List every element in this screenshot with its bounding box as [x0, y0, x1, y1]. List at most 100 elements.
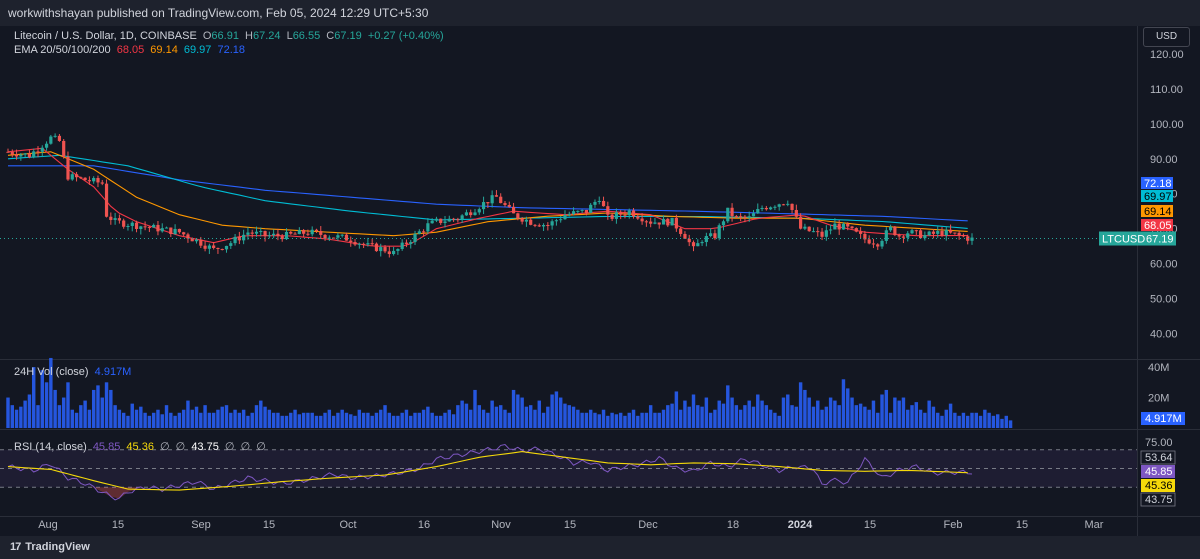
- trading-chart[interactable]: 120.00110.00100.0090.0080.0070.0060.0050…: [0, 26, 1200, 536]
- volume-label[interactable]: 24H Vol (close): [14, 366, 89, 378]
- candle-body: [426, 223, 430, 232]
- candle-body: [623, 214, 627, 216]
- candle-body: [897, 235, 901, 237]
- volume-bar: [970, 412, 974, 428]
- rsi-axis-label: 45.36: [1145, 480, 1173, 492]
- volume-bar: [537, 400, 541, 428]
- candle-body: [177, 228, 181, 233]
- candle-body: [704, 236, 708, 243]
- ema-tag-label: 72.18: [1144, 178, 1172, 190]
- volume-bar: [331, 415, 336, 428]
- candle-body: [147, 226, 151, 228]
- time-tick-label: Feb: [944, 519, 963, 531]
- candle-body: [139, 226, 143, 229]
- volume-bar: [567, 405, 571, 428]
- price-tick-label: 90.00: [1150, 154, 1178, 166]
- ema-label[interactable]: EMA 20/50/100/200: [14, 44, 111, 56]
- candle-body: [743, 216, 747, 218]
- volume-bar: [597, 414, 601, 428]
- candle-body: [730, 207, 734, 217]
- volume-bar: [357, 409, 362, 428]
- volume-bar: [790, 405, 794, 428]
- volume-bar: [113, 405, 117, 428]
- candle-body: [194, 239, 199, 242]
- candle-body: [6, 151, 10, 153]
- candle-body: [606, 206, 610, 215]
- candle-body: [267, 235, 271, 237]
- volume-bar: [721, 403, 726, 428]
- candle-body: [820, 231, 824, 237]
- footer: 17 TradingView: [0, 536, 1200, 559]
- volume-bar: [910, 405, 914, 428]
- price-tick-label: 50.00: [1150, 294, 1178, 306]
- candle-body: [447, 218, 451, 222]
- rsi-ma-value: 45.36: [126, 441, 154, 453]
- volume-bar: [220, 406, 224, 428]
- candle-body: [807, 226, 811, 232]
- candle-body: [284, 231, 289, 240]
- volume-bar: [211, 412, 216, 428]
- volume-legend: 24H Vol (close) 4.917M: [14, 366, 134, 378]
- currency-button[interactable]: USD: [1143, 27, 1190, 47]
- volume-bar: [490, 400, 494, 428]
- volume-bar: [794, 406, 799, 428]
- volume-bar: [314, 415, 319, 428]
- volume-bar: [554, 391, 559, 428]
- close-label: C: [326, 30, 335, 42]
- volume-bar: [117, 409, 122, 428]
- volume-bar: [888, 412, 893, 428]
- rsi-legend: RSI (14, close) 45.85 45.36 ∅ ∅ 43.75 ∅ …: [14, 440, 269, 453]
- volume-bar: [409, 415, 413, 428]
- volume-bar: [361, 412, 366, 428]
- volume-bar: [803, 389, 807, 428]
- candle-body: [546, 224, 550, 226]
- volume-bar: [948, 403, 953, 428]
- volume-bar: [109, 389, 113, 428]
- symbol-title[interactable]: Litecoin / U.S. Dollar, 1D, COINBASE: [14, 30, 197, 42]
- volume-bar: [430, 412, 434, 428]
- rsi-label[interactable]: RSI (14, close): [14, 441, 87, 453]
- high-value: 67.24: [252, 30, 281, 42]
- volume-bar: [541, 412, 546, 428]
- candle-body: [790, 203, 794, 210]
- candle-body: [876, 244, 880, 247]
- candle-body: [404, 242, 409, 244]
- candle-body: [914, 230, 918, 232]
- close-value: 67.19: [334, 30, 362, 42]
- volume-bar: [160, 414, 164, 428]
- candle-body: [811, 231, 816, 233]
- volume-bar: [674, 391, 679, 428]
- volume-bar: [40, 370, 44, 428]
- volume-bar: [1008, 420, 1013, 428]
- candle-body: [126, 225, 130, 227]
- volume-bar: [70, 409, 74, 428]
- candle-body: [837, 223, 841, 230]
- candle-body: [336, 235, 340, 238]
- volume-bar: [901, 397, 906, 428]
- low-label: L: [286, 30, 293, 42]
- volume-bar: [550, 394, 554, 428]
- volume-bar: [708, 412, 713, 428]
- candle-body: [23, 153, 27, 155]
- candle-body: [627, 210, 631, 216]
- volume-bar: [726, 385, 730, 428]
- rsi-empty-3: ∅: [224, 441, 235, 453]
- candle-body: [104, 183, 109, 217]
- volume-bar: [781, 397, 786, 428]
- tradingview-logo[interactable]: 17 TradingView: [10, 536, 90, 559]
- ema-tag-1: [1141, 190, 1173, 202]
- candle-body: [649, 221, 653, 224]
- volume-bar: [104, 382, 109, 428]
- candle-body: [880, 240, 884, 247]
- candle-body: [224, 245, 229, 250]
- open-label: O: [202, 30, 212, 42]
- candle-body: [576, 210, 580, 212]
- volume-bar: [439, 415, 443, 428]
- candle-body: [396, 249, 400, 251]
- ema-tag-0: [1141, 177, 1173, 189]
- volume-bar: [871, 400, 876, 428]
- candle-body: [186, 234, 190, 239]
- candle-body: [486, 202, 490, 204]
- volume-bar: [588, 409, 593, 428]
- ema-legend: EMA 20/50/100/200 68.05 69.14 69.97 72.1…: [14, 44, 248, 56]
